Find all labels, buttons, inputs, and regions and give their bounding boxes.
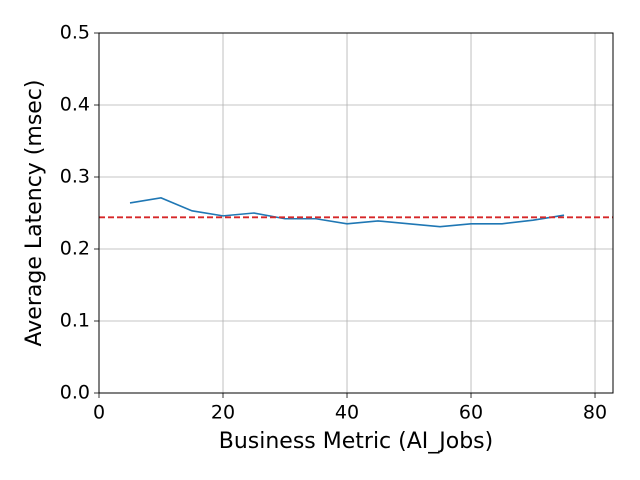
- x-axis-label: Business Metric (AI_Jobs): [219, 429, 493, 454]
- data-line: [129, 197, 565, 228]
- x-tick-label: 40: [335, 402, 359, 424]
- y-tick-label: 0.3: [60, 166, 90, 188]
- x-tick-label: 60: [459, 402, 483, 424]
- y-tick-label: 0.4: [60, 94, 90, 116]
- plot-frame: [98, 32, 614, 394]
- y-tick-label: 0.2: [60, 238, 90, 260]
- x-tick-label: 0: [93, 402, 105, 424]
- x-tick-label: 80: [583, 402, 607, 424]
- y-tick-label: 0.1: [60, 310, 90, 332]
- y-tick-label: 0.5: [60, 22, 90, 44]
- y-tick-label: 0.0: [60, 382, 90, 404]
- y-axis-label: Average Latency (msec): [22, 80, 47, 347]
- x-tick-label: 20: [211, 402, 235, 424]
